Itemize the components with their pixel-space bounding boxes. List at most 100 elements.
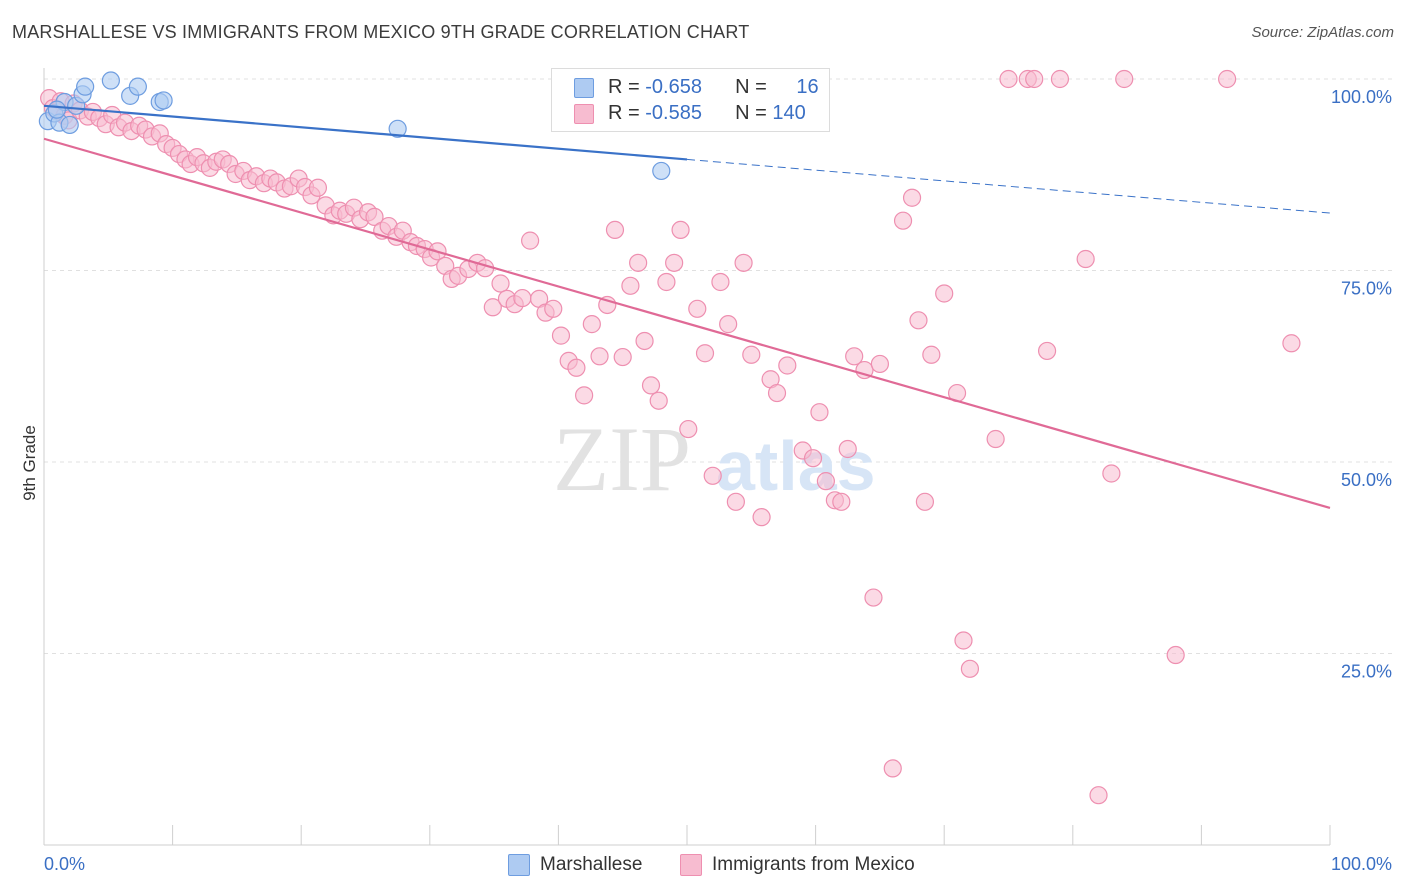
marshallese-swatch xyxy=(574,78,594,98)
mexico-point xyxy=(810,403,829,422)
mexico-point xyxy=(544,299,563,318)
mexico-point xyxy=(657,272,676,292)
marshallese-point xyxy=(388,119,407,138)
mexico-point xyxy=(649,391,668,410)
mexico-point xyxy=(590,347,609,366)
mexico-point xyxy=(575,386,594,405)
legend-r-value: -0.658 xyxy=(645,76,702,98)
mexico-point xyxy=(629,253,648,272)
trend-lines xyxy=(43,104,1331,510)
mexico-point xyxy=(1282,334,1301,353)
marshallese-point xyxy=(154,91,173,110)
legend-label-marshallese: Marshallese xyxy=(540,854,643,875)
mexico-point xyxy=(719,315,738,334)
legend-label-mexico: Immigrants from Mexico xyxy=(712,854,915,875)
y-axis-title: 9th Grade xyxy=(20,425,39,501)
mexico-point xyxy=(909,311,928,330)
mexico-point xyxy=(742,345,761,364)
mexico-point xyxy=(752,508,771,527)
data-points xyxy=(38,69,1301,805)
source-label: Source: ZipAtlas.com xyxy=(1251,24,1394,41)
mexico-point xyxy=(613,347,632,367)
mexico-point xyxy=(832,492,851,511)
legend-n-label: N = xyxy=(735,102,773,124)
mexico-point xyxy=(513,288,532,308)
legend-n-value: 140 xyxy=(772,102,806,124)
mexico-point xyxy=(1050,69,1070,89)
legend-r-label: R = xyxy=(608,76,646,98)
mexico-point xyxy=(734,253,753,272)
mexico-point xyxy=(567,358,586,377)
mexico-point xyxy=(726,492,745,511)
mexico-point xyxy=(551,326,571,345)
chart-title: MARSHALLESE VS IMMIGRANTS FROM MEXICO 9T… xyxy=(12,22,750,42)
y-tick-label: 100.0% xyxy=(1331,87,1392,107)
correlation-legend: R = -0.658 N = 16 R = -0.585 N = 140 xyxy=(551,68,830,132)
mexico-point xyxy=(1025,69,1044,89)
mexico-point xyxy=(778,356,797,375)
mexico-point xyxy=(695,344,715,363)
mexico-point xyxy=(935,284,954,303)
mexico-point xyxy=(665,253,684,272)
mexico-point xyxy=(1076,249,1095,269)
legend-r-value: -0.585 xyxy=(645,102,702,124)
mexico-point xyxy=(816,472,835,491)
axis-labels: 25.0% 50.0% 75.0% 100.0% 0.0% 100.0% 9th Grade xyxy=(20,87,1392,874)
mexico-point xyxy=(1089,786,1108,805)
x-tick-label: 100.0% xyxy=(1331,854,1392,874)
mexico-point xyxy=(582,315,601,334)
mexico-point xyxy=(838,439,857,459)
mexico-point xyxy=(954,631,973,650)
legend-n-value: 16 xyxy=(796,76,819,98)
mexico-point xyxy=(870,354,890,374)
mexico-point xyxy=(711,272,730,292)
mexico-point xyxy=(641,376,661,395)
mexico-point xyxy=(986,429,1005,449)
marshallese-point xyxy=(101,71,120,90)
mexico-point xyxy=(688,299,707,318)
mexico-point xyxy=(679,419,698,439)
marshallese-trend-line xyxy=(43,104,688,161)
mexico-point xyxy=(703,466,722,485)
legend-n-label: N = xyxy=(735,76,773,98)
marshallese-point xyxy=(60,115,79,135)
mexico-point xyxy=(671,220,690,240)
mexico-point xyxy=(1115,69,1134,89)
mexico-point xyxy=(1037,341,1057,361)
mexico-point xyxy=(803,449,823,468)
marshallese-legend-swatch xyxy=(508,854,530,876)
mexico-point xyxy=(999,69,1018,89)
marshallese-trend-extension xyxy=(686,158,1331,214)
mexico-point xyxy=(1166,645,1185,665)
mexico-point xyxy=(365,207,384,226)
mexico-point xyxy=(767,383,787,403)
mexico-trend-line xyxy=(43,137,1331,510)
mexico-point xyxy=(883,759,902,778)
mexico-point xyxy=(521,231,540,250)
y-tick-label: 25.0% xyxy=(1341,662,1392,682)
mexico-point xyxy=(621,276,640,295)
mexico-point xyxy=(893,211,913,230)
mexico-swatch xyxy=(574,104,594,124)
watermark: ZIP atlas xyxy=(553,408,876,510)
marshallese-point xyxy=(47,100,66,119)
mexico-point xyxy=(922,345,941,364)
y-tick-label: 50.0% xyxy=(1341,470,1392,490)
mexico-point xyxy=(605,220,625,240)
mexico-point xyxy=(845,347,864,366)
mexico-point xyxy=(1218,69,1237,89)
mexico-point xyxy=(864,588,883,607)
mexico-point xyxy=(960,659,980,678)
x-tick-label: 0.0% xyxy=(44,854,85,874)
mexico-point xyxy=(635,331,654,351)
marshallese-point xyxy=(652,161,671,181)
legend-r-label: R = xyxy=(608,102,646,124)
mexico-point xyxy=(915,492,935,511)
mexico-point xyxy=(483,298,502,317)
watermark-zip: ZIP xyxy=(553,408,691,510)
mexico-point xyxy=(491,274,510,293)
mexico-point xyxy=(902,188,922,207)
marshallese-point xyxy=(76,77,95,96)
mexico-legend-swatch xyxy=(680,854,702,876)
